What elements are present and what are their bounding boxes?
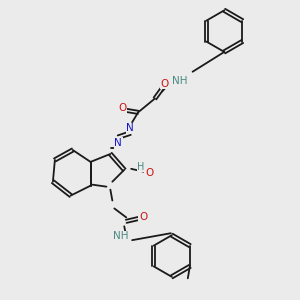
Text: NH: NH xyxy=(172,76,188,85)
Text: N: N xyxy=(114,138,122,148)
Text: O: O xyxy=(139,212,147,222)
Text: O: O xyxy=(145,168,153,178)
Text: O: O xyxy=(118,103,126,113)
Text: H: H xyxy=(137,162,145,172)
Text: O: O xyxy=(161,79,169,88)
Text: N: N xyxy=(126,123,134,133)
Text: NH: NH xyxy=(112,231,128,241)
